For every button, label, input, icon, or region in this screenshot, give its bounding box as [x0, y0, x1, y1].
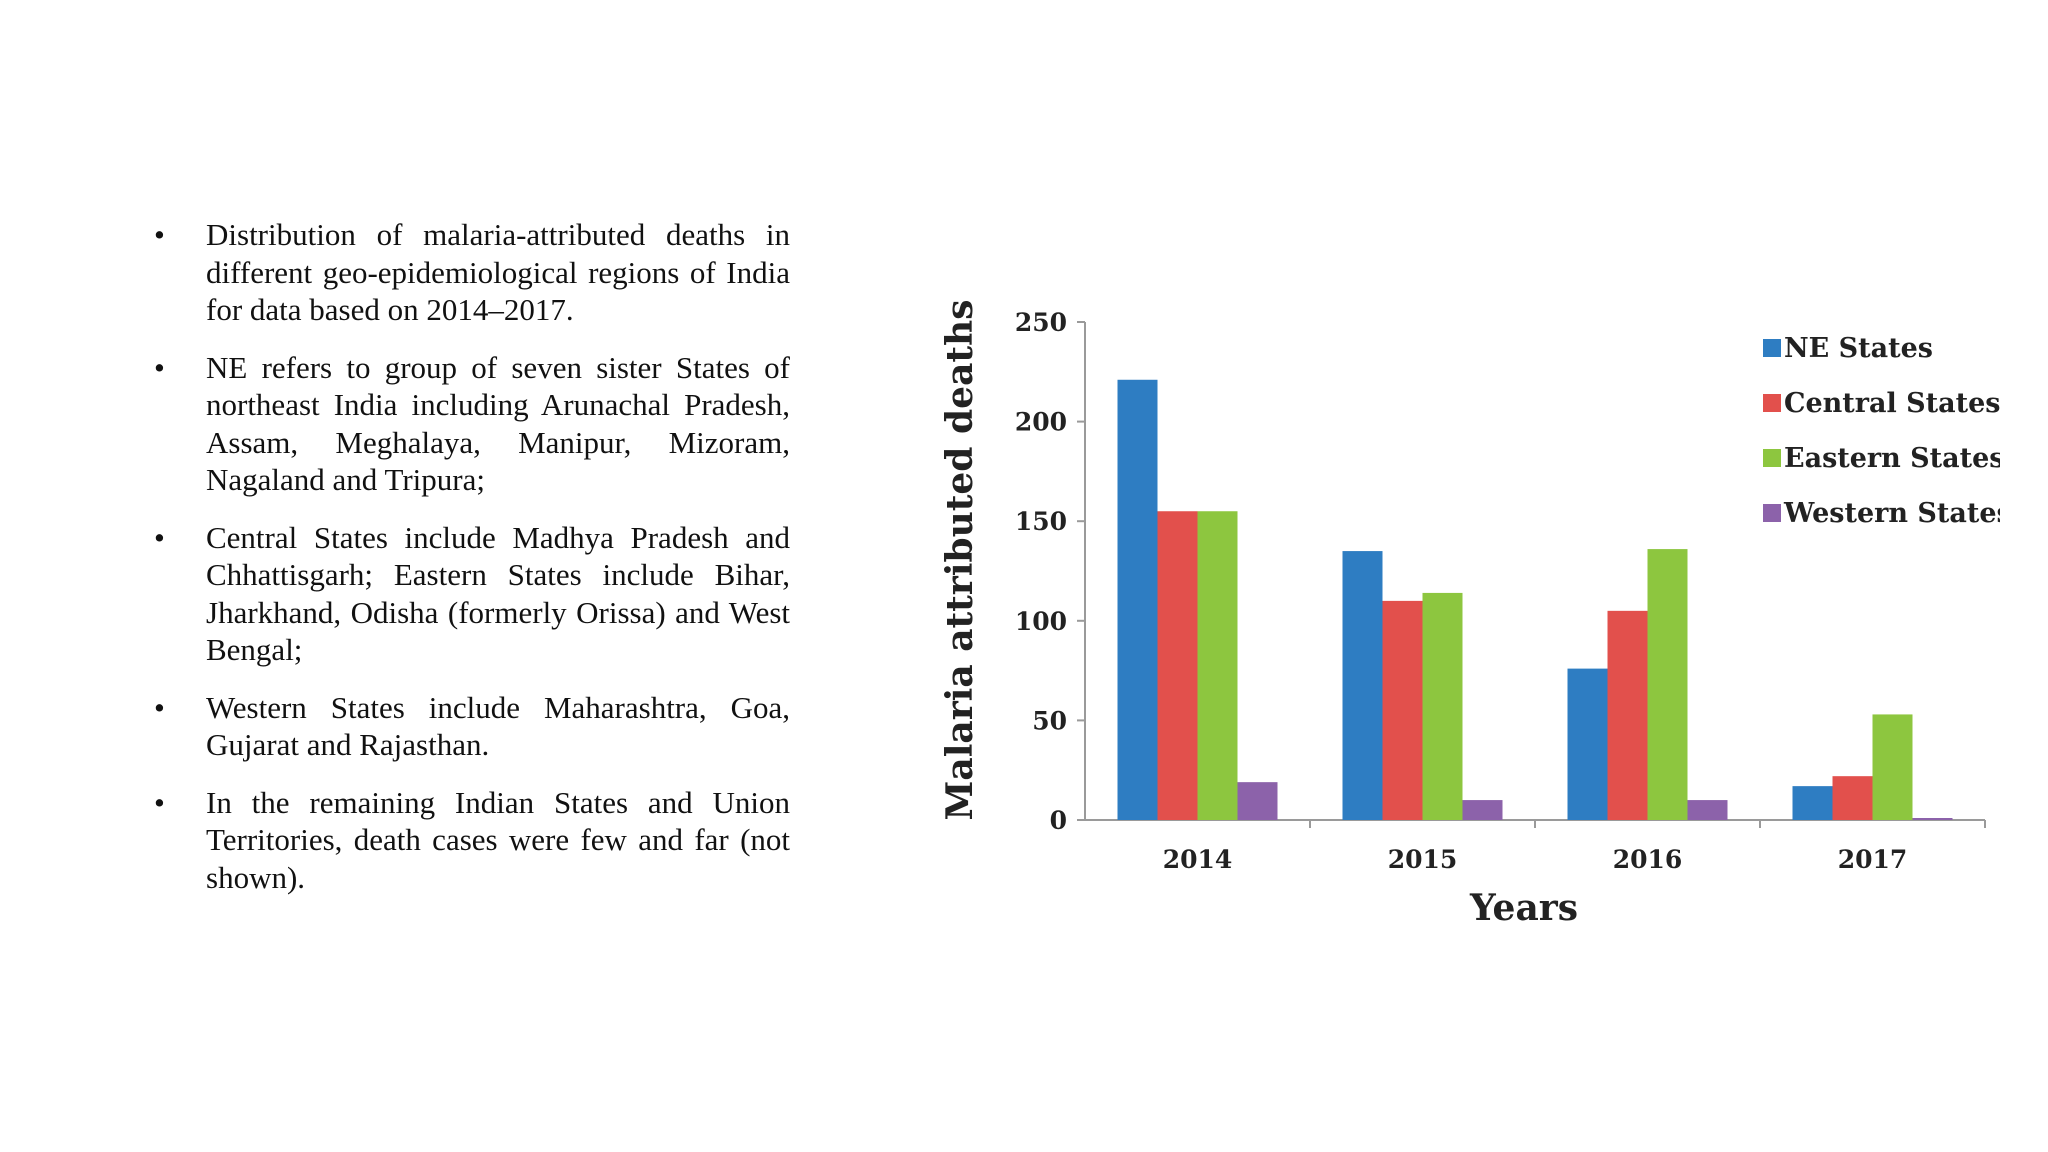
chart-legend: NE States Central States Eastern States Wes…	[1763, 333, 2000, 529]
y-tick-label: 0	[1050, 806, 1067, 835]
bar	[1687, 800, 1728, 820]
bullet-item: • Western States include Maharashtra, Goa…	[150, 689, 790, 764]
bullet-text: In the remaining Indian States and Union…	[206, 784, 790, 895]
bar	[1382, 600, 1423, 820]
legend-swatch	[1763, 394, 1781, 412]
bar	[1567, 668, 1608, 820]
bar	[1197, 511, 1238, 820]
bar	[1237, 782, 1278, 820]
bar	[1912, 818, 1953, 820]
legend-label: Eastern States	[1784, 443, 2000, 474]
bullet-text: Western States include Maharashtra, Goa,…	[206, 689, 790, 763]
y-tick-label: 50	[1032, 706, 1067, 735]
bar	[1832, 776, 1873, 820]
bar	[1422, 592, 1463, 820]
bar	[1342, 551, 1383, 820]
y-tick-label: 150	[1015, 507, 1067, 536]
legend-label: NE States	[1784, 333, 1933, 364]
plot-area: 0 50 100 150 200 250 2014 2015 2016 2017	[1015, 308, 1986, 874]
bar	[1647, 549, 1688, 820]
bar	[1462, 800, 1503, 820]
bullet-text: Central States include Madhya Pradesh an…	[206, 519, 790, 668]
bullet-item: • Distribution of malaria-attributed deat…	[150, 216, 790, 329]
x-tick-label: 2014	[1163, 845, 1233, 874]
bullet-item: • Central States include Madhya Pradesh a…	[150, 519, 790, 669]
y-tick-label: 250	[1015, 308, 1067, 337]
x-tick-label: 2016	[1613, 845, 1683, 874]
legend-label: Central States	[1784, 388, 2000, 419]
bullet-dot: •	[154, 519, 165, 555]
bullet-item: • In the remaining Indian States and Uni…	[150, 784, 790, 897]
y-tick-label: 200	[1015, 408, 1067, 437]
legend-swatch	[1763, 339, 1781, 357]
bar	[1872, 714, 1913, 820]
bullet-text: NE refers to group of seven sister State…	[206, 349, 790, 498]
bar-chart: 0 50 100 150 200 250 2014 2015 2016 2017 NE State…	[939, 300, 2000, 929]
legend-swatch	[1763, 449, 1781, 467]
y-axis-title: Malaria attributed deaths	[939, 300, 981, 821]
bar	[1607, 610, 1648, 820]
bullet-item: • NE refers to group of seven sister Stat…	[150, 349, 790, 499]
bar	[1157, 511, 1198, 820]
bullet-list: • Distribution of malaria-attributed deat…	[150, 216, 790, 916]
x-tick-label: 2015	[1388, 845, 1458, 874]
bullet-dot: •	[154, 689, 165, 725]
legend-label: Western States	[1783, 498, 2000, 529]
x-axis-title: Years	[1469, 887, 1578, 929]
bullet-dot: •	[154, 217, 165, 252]
bullet-dot: •	[154, 349, 165, 385]
legend-swatch	[1763, 504, 1781, 522]
x-tick-label: 2017	[1838, 845, 1908, 874]
bullet-text: Distribution of malaria-attributed death…	[206, 217, 790, 327]
bar	[1117, 379, 1158, 820]
bullet-dot: •	[154, 784, 165, 820]
y-tick-label: 100	[1015, 607, 1067, 636]
bar	[1792, 786, 1833, 820]
